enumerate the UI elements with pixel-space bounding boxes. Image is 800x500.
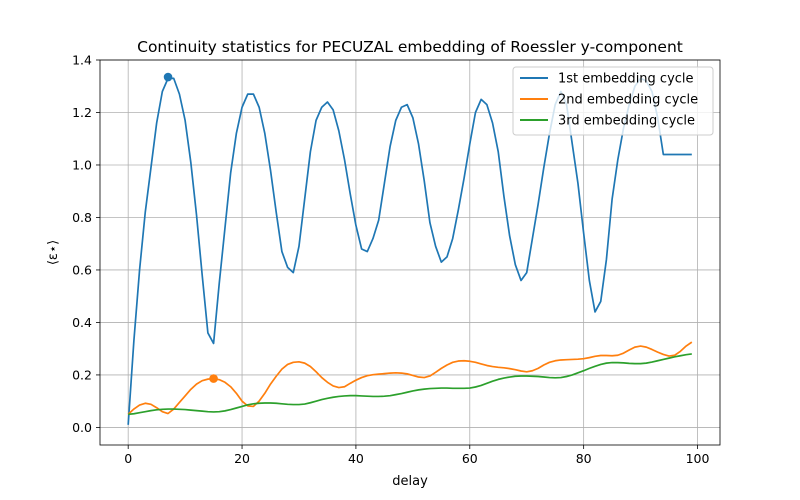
x-tick-label: 80 <box>576 451 592 466</box>
series-line-1st <box>127 77 692 425</box>
y-tick-label: 0.0 <box>72 420 92 435</box>
y-tick-label: 1.2 <box>72 105 92 120</box>
y-tick-label: 0.2 <box>72 367 92 382</box>
marker-1st-cycle <box>163 72 173 82</box>
legend: 1st embedding cycle 2nd embedding cycle … <box>512 66 714 136</box>
series-line-2nd <box>127 341 693 415</box>
legend-label-3rd: 3rd embedding cycle <box>558 114 695 129</box>
x-tick-label: 20 <box>234 451 250 466</box>
y-axis-label: ⟨ε⋆⟩ <box>46 240 61 265</box>
x-tick-label: 0 <box>124 451 132 466</box>
y-axis: 0.0 0.2 0.4 0.6 0.8 1.0 1.2 1.4 <box>72 53 100 435</box>
x-tick-label: 100 <box>686 451 710 466</box>
y-tick-label: 0.6 <box>72 262 92 277</box>
marker-2nd-cycle <box>209 374 218 383</box>
plot-frame <box>99 59 721 446</box>
x-tick-label: 40 <box>348 451 364 466</box>
series-layer <box>127 72 693 425</box>
x-tick-label: 60 <box>462 451 478 466</box>
legend-label-2nd: 2nd embedding cycle <box>558 93 698 108</box>
y-tick-label: 0.4 <box>72 315 92 330</box>
x-axis: 0 20 40 60 80 100 <box>124 445 709 466</box>
y-tick-label: 0.8 <box>72 210 92 225</box>
y-tick-label: 1.4 <box>72 53 92 68</box>
series-line-3rd <box>128 353 692 416</box>
y-tick-label: 1.0 <box>72 157 92 172</box>
chart-title: Continuity statistics for PECUZAL embedd… <box>137 38 683 56</box>
x-axis-label: delay <box>392 474 428 489</box>
legend-box <box>512 66 714 136</box>
legend-label-1st: 1st embedding cycle <box>558 72 694 87</box>
